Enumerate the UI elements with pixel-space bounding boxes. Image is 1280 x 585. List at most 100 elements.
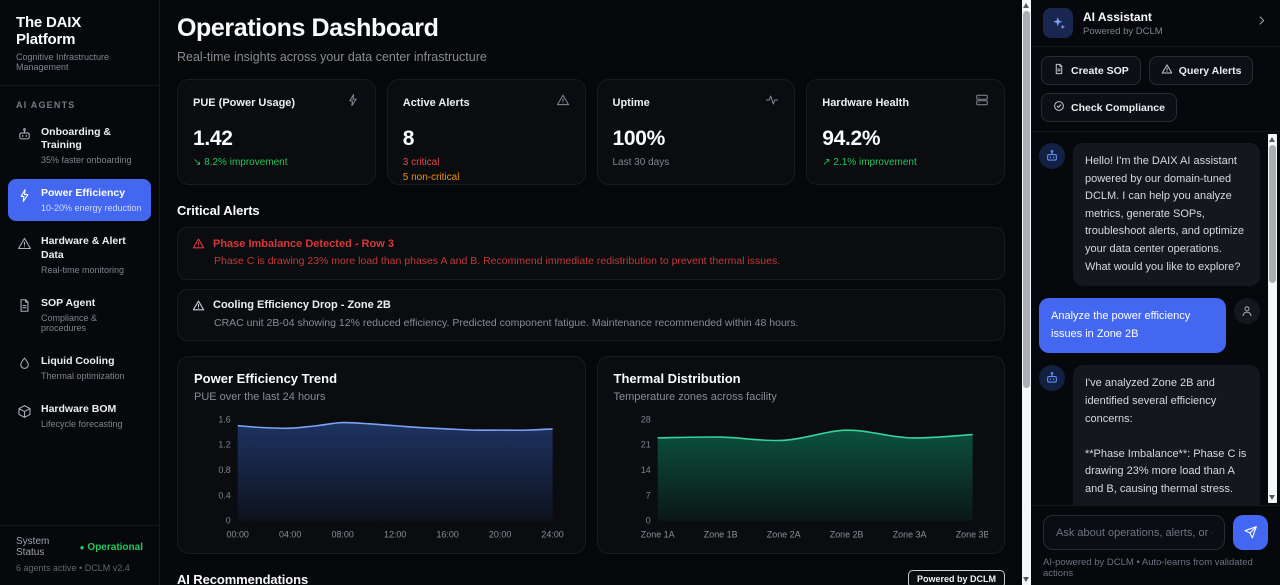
agent-label: Hardware & Alert Data <box>41 235 126 261</box>
scrollbar-up-arrow-icon[interactable] <box>1269 137 1275 142</box>
stat-card: Uptime 100% Last 30 days <box>596 79 796 185</box>
status-badge: ● Operational <box>79 541 143 553</box>
svg-text:00:00: 00:00 <box>227 530 249 540</box>
scrollbar-up-arrow-icon[interactable] <box>1023 3 1029 8</box>
thermal-distribution-chart: 0 7 14 21 28 Zone 1A Zone 1B Zone 2A Zone 2B Zone… <box>640 415 988 540</box>
robot-icon <box>19 128 30 140</box>
user-avatar <box>1234 298 1260 325</box>
message-text: I've analyzed Zone 2B and identified sev… <box>1073 365 1260 505</box>
quick-action-create-sop[interactable]: Create SOP <box>1041 56 1141 85</box>
user-message: Analyze the power efficiency issues in Z… <box>1039 298 1260 354</box>
stat-card: PUE (Power Usage) 1.42 ↘ 8.2% improvement <box>177 79 376 185</box>
agent-label: Power Efficiency <box>41 187 126 200</box>
stat-label: Uptime <box>612 96 650 109</box>
ai-assistant-panel: AI Assistant Powered by DCLM Create SOP Q… <box>1031 0 1280 585</box>
assistant-subtitle: Powered by DCLM <box>1083 25 1163 37</box>
check-circle-icon <box>1054 101 1064 111</box>
chevron-right-icon[interactable] <box>1255 14 1268 32</box>
critical-alerts-heading: Critical Alerts <box>177 203 260 218</box>
svg-text:04:00: 04:00 <box>279 530 301 540</box>
sidebar-item-power-efficiency[interactable]: Power Efficiency 10-20% energy reduction <box>8 179 151 222</box>
assistant-header: AI Assistant Powered by DCLM <box>1031 0 1280 47</box>
brand-block: The DAIX Platform Cognitive Infrastructu… <box>0 0 159 86</box>
sparkles-icon <box>1052 16 1065 29</box>
power-efficiency-chart: 0 0.4 0.8 1.2 1.6 00:00 04:00 08:00 12:00 16:00 20… <box>218 415 563 540</box>
bot-avatar <box>1039 365 1065 392</box>
stat-card: Hardware Health 94.2% ↗ 2.1% improvement <box>806 79 1005 185</box>
chart-subtitle: PUE over the last 24 hours <box>194 391 326 404</box>
main-content: Operations Dashboard Real-time insights … <box>160 0 1022 585</box>
document-icon <box>20 298 29 312</box>
chat-scrollbar[interactable] <box>1268 134 1277 503</box>
bolt-icon <box>20 189 29 203</box>
agent-label: Onboarding & Training <box>41 126 111 152</box>
warning-icon <box>18 238 31 250</box>
sidebar-item-liquid-cooling[interactable]: Liquid Cooling Thermal optimization <box>8 347 151 389</box>
svg-text:Zone 3B: Zone 3B <box>955 530 988 540</box>
scrollbar-down-arrow-icon[interactable] <box>1269 495 1275 500</box>
svg-text:0: 0 <box>645 516 650 526</box>
quick-actions: Create SOP Query Alerts Check Compliance <box>1031 47 1280 132</box>
sidebar-item-hardware-alert-data[interactable]: Hardware & Alert Data Real-time monitorin… <box>8 227 151 282</box>
chart-title: Power Efficiency Trend <box>194 371 338 387</box>
stat-card: Active Alerts 8 3 critical 5 non-critical <box>386 79 586 185</box>
stat-detail: ↘ 8.2% improvement <box>193 157 288 168</box>
stat-value: 100% <box>612 127 666 150</box>
chat-input-area: AI-powered by DCLM • Auto-learns from va… <box>1031 505 1280 585</box>
svg-text:1.6: 1.6 <box>218 415 230 425</box>
chart-title: Thermal Distribution <box>613 371 741 387</box>
bolt-icon <box>349 93 357 107</box>
svg-text:0.8: 0.8 <box>218 465 230 475</box>
assistant-footnote: AI-powered by DCLM • Auto-learns from va… <box>1043 557 1253 579</box>
svg-text:21: 21 <box>640 440 650 450</box>
svg-text:Zone 1B: Zone 1B <box>703 530 737 540</box>
sidebar-item-onboarding-training[interactable]: Onboarding & Training 35% faster onboardi… <box>8 118 151 173</box>
agent-desc: 10-20% energy reduction <box>41 203 142 214</box>
svg-text:Zone 3A: Zone 3A <box>892 530 926 540</box>
chart-subtitle: Temperature zones across facility <box>613 391 777 404</box>
svg-text:7: 7 <box>645 491 650 501</box>
svg-text:12:00: 12:00 <box>384 530 406 540</box>
thermal-distribution-chart-card: Thermal Distribution Temperature zones a… <box>596 356 1005 555</box>
scrollbar-down-arrow-icon[interactable] <box>1023 577 1029 582</box>
send-button[interactable] <box>1233 515 1268 550</box>
agent-label: SOP Agent <box>41 296 96 309</box>
chat-input[interactable] <box>1043 515 1225 550</box>
alert-description: CRAC unit 2B-04 showing 12% reduced effi… <box>214 316 799 329</box>
alert-title: Phase Imbalance Detected - Row 3 <box>213 237 394 250</box>
page-title: Operations Dashboard <box>177 14 439 42</box>
page-scrollbar-thumb[interactable] <box>1023 11 1030 388</box>
stat-detail: ↗ 2.1% improvement <box>822 157 917 168</box>
message-text: Hello! I'm the DAIX AI assistant powered… <box>1073 143 1260 287</box>
stat-value: 94.2% <box>822 127 881 150</box>
alert-warning: Cooling Efficiency Drop - Zone 2B CRAC un… <box>177 288 1005 342</box>
chat-scrollbar-thumb[interactable] <box>1269 145 1276 283</box>
app-subtitle: Cognitive Infrastructure Management <box>16 52 110 72</box>
sidebar-item-hardware-bom[interactable]: Hardware BOM Lifecycle forecasting <box>8 395 151 437</box>
sidebar-item-sop-agent[interactable]: SOP Agent Compliance & procedures <box>8 289 151 341</box>
cube-icon <box>18 404 31 418</box>
robot-icon <box>1047 149 1057 161</box>
agent-desc: Lifecycle forecasting <box>41 419 123 429</box>
system-status-label: System Status <box>16 536 50 558</box>
assistant-title: AI Assistant <box>1083 9 1152 24</box>
svg-text:Zone 2A: Zone 2A <box>766 530 800 540</box>
ai-recommendations-section: AI Recommendations Powered by DCLM <box>177 570 1005 585</box>
warning-icon <box>1161 64 1173 74</box>
sparkles-icon <box>1043 8 1073 38</box>
quick-action-check-compliance[interactable]: Check Compliance <box>1041 93 1177 122</box>
alerts-list: Phase Imbalance Detected - Row 3 Phase C … <box>177 227 1005 342</box>
agent-desc: Compliance & procedures <box>41 312 98 333</box>
agent-desc: Thermal optimization <box>41 370 125 381</box>
svg-text:16:00: 16:00 <box>436 530 458 540</box>
svg-text:14: 14 <box>640 465 650 475</box>
quick-action-query-alerts[interactable]: Query Alerts <box>1148 56 1254 85</box>
send-icon <box>1244 526 1257 539</box>
page-scrollbar[interactable] <box>1022 0 1031 585</box>
agent-label: Liquid Cooling <box>41 354 115 367</box>
alert-description: Phase C is drawing 23% more load than ph… <box>214 255 781 267</box>
svg-text:24:00: 24:00 <box>541 530 563 540</box>
activity-icon <box>766 95 779 105</box>
page-subtitle: Real-time insights across your data cent… <box>177 50 487 64</box>
svg-text:08:00: 08:00 <box>331 530 353 540</box>
